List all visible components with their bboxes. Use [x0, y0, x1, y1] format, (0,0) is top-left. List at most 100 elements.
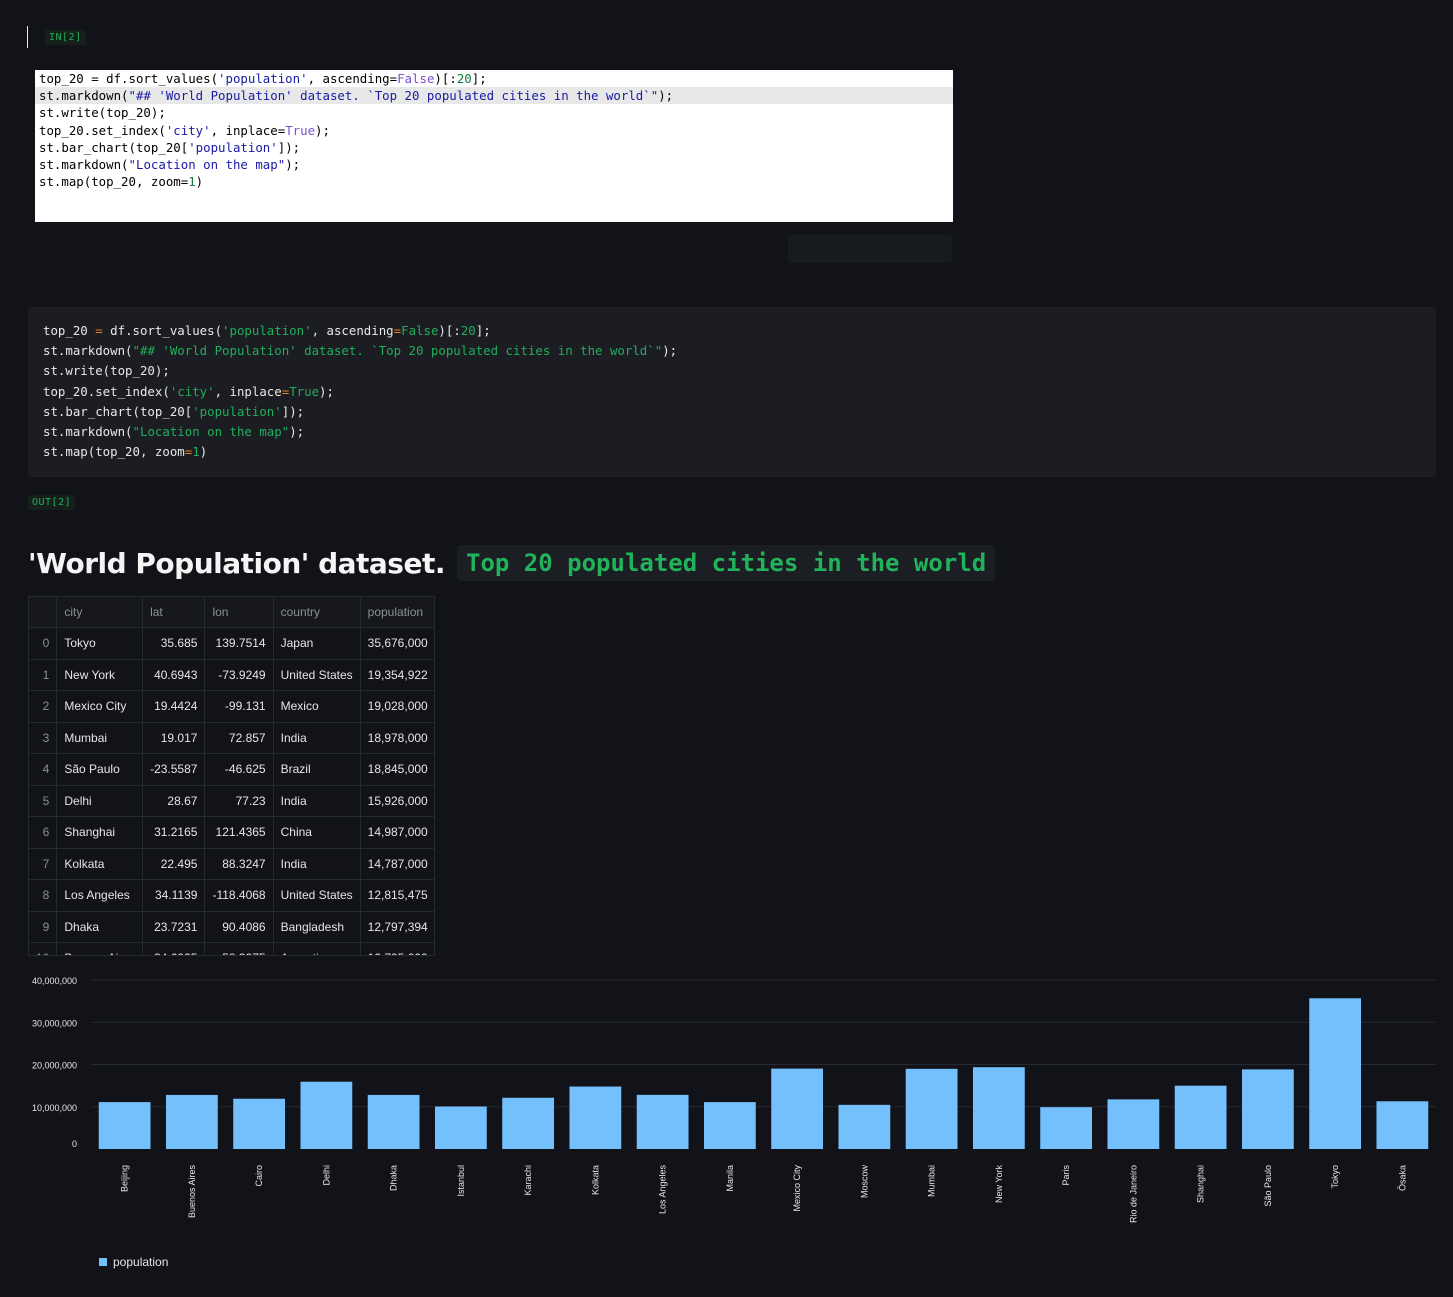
text-cursor	[27, 26, 28, 48]
y-tick-label: 40,000,000	[32, 976, 77, 986]
bar[interactable]	[972, 1067, 1025, 1149]
bar[interactable]	[434, 1106, 487, 1149]
column-header[interactable]: lon	[204, 597, 274, 628]
x-tick-label: Karachi	[523, 1165, 533, 1196]
table-cell: -99.131	[204, 690, 274, 723]
chart-legend: population	[99, 1255, 168, 1269]
table-cell: Argentina	[273, 942, 361, 955]
table-cell: 9	[29, 911, 58, 943]
table-row[interactable]: 0 Tokyo 35.685 139.7514 Japan 35,676,000	[29, 627, 434, 660]
table-cell: India	[273, 785, 361, 817]
table-cell: 1	[29, 659, 58, 691]
bar[interactable]	[1107, 1099, 1160, 1149]
table-cell: 4	[29, 753, 58, 786]
x-tick-label: Paris	[1061, 1165, 1071, 1186]
table-row[interactable]: 7 Kolkata 22.495 88.3247 India 14,787,000	[29, 848, 434, 880]
bar[interactable]	[367, 1094, 420, 1149]
table-cell: 8	[29, 879, 58, 912]
table-cell: 19.017	[142, 722, 206, 754]
table-row[interactable]: 10Buenos Aires-34.6025-58.3975Argentina1…	[29, 942, 434, 955]
table-row[interactable]: 9 Dhaka 23.7231 90.4086 Bangladesh 12,797,394	[29, 911, 434, 943]
table-cell: Dhaka	[56, 911, 144, 943]
table-row[interactable]: 1 New York 40.6943 -73.9249 United States 19,…	[29, 659, 434, 691]
editor-line[interactable]: top_20.set_index('city', inplace=True);	[39, 122, 330, 138]
dataframe-table[interactable]: city lat lon country population 0 Tokyo 35.685…	[28, 596, 435, 956]
editor-line[interactable]: st.markdown("Location on the map");	[39, 156, 301, 172]
column-header[interactable]: city	[56, 597, 144, 628]
bar[interactable]	[1309, 998, 1362, 1149]
output-prompt-label: OUT[2]	[28, 495, 76, 510]
x-tick-label: São Paulo	[1263, 1165, 1273, 1207]
column-header[interactable]: lat	[142, 597, 206, 628]
bar[interactable]	[98, 1102, 151, 1149]
column-header[interactable]: country	[273, 597, 361, 628]
code-line: st.map(top_20, zoom=1)	[43, 444, 208, 460]
table-cell: 22.495	[142, 848, 206, 880]
table-cell: Mumbai	[56, 722, 144, 754]
table-cell: China	[273, 816, 361, 849]
table-cell: 139.7514	[204, 627, 274, 660]
output-heading: 'World Population' dataset. Top 20 popul…	[28, 538, 996, 588]
table-cell: Bangladesh	[273, 911, 361, 943]
y-tick-label: 0	[72, 1139, 77, 1149]
code-line: st.write(top_20);	[43, 363, 170, 379]
table-cell: Kolkata	[56, 848, 144, 880]
table-row[interactable]: 2 Mexico City 19.4424 -99.131 Mexico 19,028,0…	[29, 690, 434, 723]
bar[interactable]	[502, 1097, 555, 1149]
bar[interactable]	[233, 1098, 286, 1149]
table-cell: 72.857	[204, 722, 274, 754]
x-tick-label: Mexico City	[792, 1165, 802, 1212]
bar[interactable]	[703, 1102, 756, 1149]
table-row[interactable]: 4 São Paulo -23.5587 -46.625 Brazil 18,845,00…	[29, 753, 434, 786]
table-cell: 14,987,000	[360, 816, 434, 849]
x-tick-label: Beijing	[120, 1165, 130, 1192]
table-row[interactable]: 8 Los Angeles 34.1139 -118.4068 United State…	[29, 879, 434, 912]
x-tick-label: Manila	[725, 1165, 735, 1192]
bar[interactable]	[1241, 1069, 1294, 1149]
editor-line[interactable]: st.write(top_20);	[39, 105, 166, 121]
heading-inline-code: Top 20 populated cities in the world	[457, 545, 996, 581]
column-header[interactable]: population	[360, 597, 434, 628]
column-header[interactable]	[29, 597, 58, 628]
table-cell: 19,028,000	[360, 690, 434, 723]
input-prompt-label: IN[2]	[45, 30, 86, 45]
bar[interactable]	[905, 1068, 958, 1149]
bar[interactable]	[569, 1086, 622, 1149]
editor-line[interactable]: top_20 = df.sort_values('population', as…	[39, 71, 487, 86]
bar[interactable]	[771, 1068, 824, 1149]
table-cell: -58.3975	[204, 942, 274, 955]
table-cell: 18,978,000	[360, 722, 434, 754]
table-cell: 35.685	[142, 627, 206, 660]
table-row[interactable]: 3 Mumbai 19.017 72.857 India 18,978,000	[29, 722, 434, 754]
population-bar-chart: 0 10,000,000 20,000,000 30,000,000 40,000,00…	[32, 976, 1436, 1223]
table-cell: São Paulo	[56, 753, 144, 786]
x-tick-label: Los Angeles	[658, 1165, 668, 1215]
code-editor[interactable]: top_20 = df.sort_values('population', as…	[35, 70, 953, 222]
x-tick-label: New York	[994, 1165, 1004, 1204]
table-row[interactable]: 5 Delhi 28.67 77.23 India 15,926,000	[29, 785, 434, 817]
table-cell: 12,797,394	[360, 911, 434, 943]
table-cell: Mexico	[273, 690, 361, 723]
bar[interactable]	[300, 1081, 353, 1149]
bar[interactable]	[838, 1104, 891, 1149]
x-tick-label: Mumbai	[927, 1165, 937, 1197]
table-cell: 3	[29, 722, 58, 754]
table-row[interactable]: 6 Shanghai 31.2165 121.4365 China 14,987,000	[29, 816, 434, 849]
run-button[interactable]: Run ( Ctrl+Enter )	[788, 235, 952, 263]
editor-line[interactable]: st.markdown("## 'World Population' datas…	[35, 87, 953, 105]
bar[interactable]	[165, 1094, 218, 1149]
x-tick-label: Delhi	[321, 1165, 331, 1186]
bar[interactable]	[636, 1094, 689, 1149]
editor-line[interactable]: st.bar_chart(top_20['population']);	[39, 139, 301, 155]
table-cell: 121.4365	[204, 816, 274, 849]
bar[interactable]	[1040, 1107, 1093, 1149]
x-tick-label: Moscow	[859, 1165, 869, 1199]
code-display: top_20 = df.sort_values('population', as…	[28, 307, 1436, 477]
bar[interactable]	[1174, 1085, 1227, 1149]
code-line: st.markdown("## 'World Population' datas…	[43, 343, 678, 359]
editor-line[interactable]: st.map(top_20, zoom=1)	[39, 174, 204, 190]
x-tick-label: Tokyo	[1330, 1165, 1340, 1189]
bar[interactable]	[1376, 1101, 1429, 1149]
table-cell: -73.9249	[204, 659, 274, 691]
x-tick-label: Kolkata	[590, 1165, 600, 1195]
